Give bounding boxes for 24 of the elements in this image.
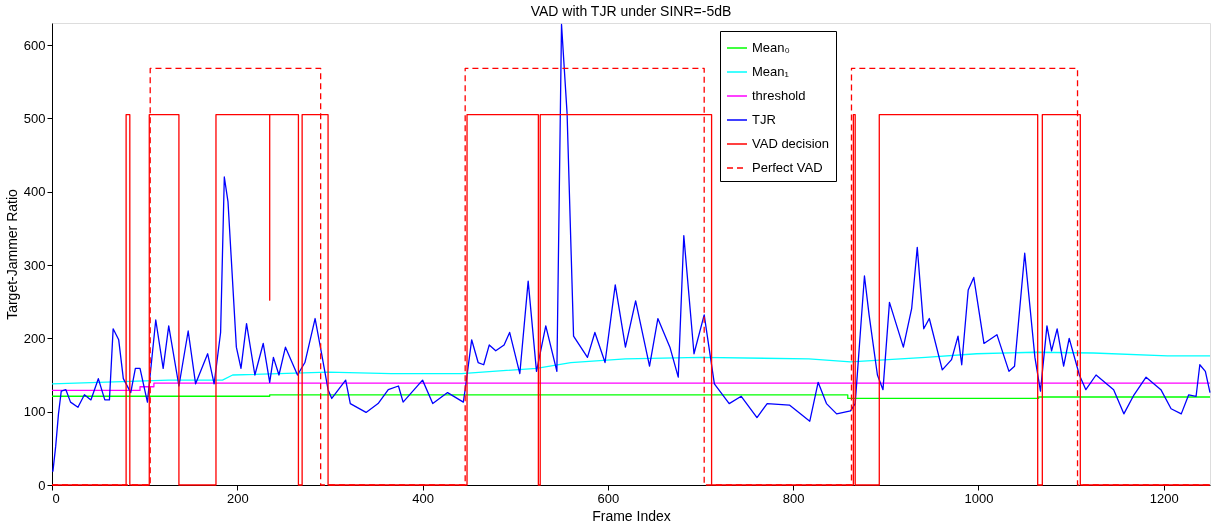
x-tick-label: 800 [782,490,805,506]
x-axis-title: Frame Index [592,507,671,524]
legend-label: Perfect VAD [752,160,823,175]
line-series [51,351,1211,385]
legend-label: VAD decision [752,136,830,151]
x-tick-label: 400 [412,490,434,506]
x-tick-label: 1000 [964,490,994,506]
x-tick-label: 1200 [1149,490,1179,506]
y-tick-label: 500 [23,110,46,126]
x-tick-label: 600 [597,490,620,506]
y-tick-label: 0 [38,477,46,493]
legend-label: Mean₀ [752,40,790,55]
y-axis-title: Target-Jammer Ratio [3,188,20,320]
y-tick-label: 600 [23,37,46,53]
legend-label: threshold [752,88,806,103]
legend-label: Mean₁ [752,64,790,79]
y-tick-label: 100 [23,404,46,420]
x-tick-label: 200 [226,490,249,506]
chart-title: VAD with TJR under SINR=-5dB [530,3,732,19]
y-tick-label: 300 [23,257,46,273]
legend-label: TJR [752,112,776,127]
x-tick-label: 0 [52,490,60,506]
y-tick-label: 400 [23,184,46,200]
y-tick-label: 200 [23,330,46,346]
